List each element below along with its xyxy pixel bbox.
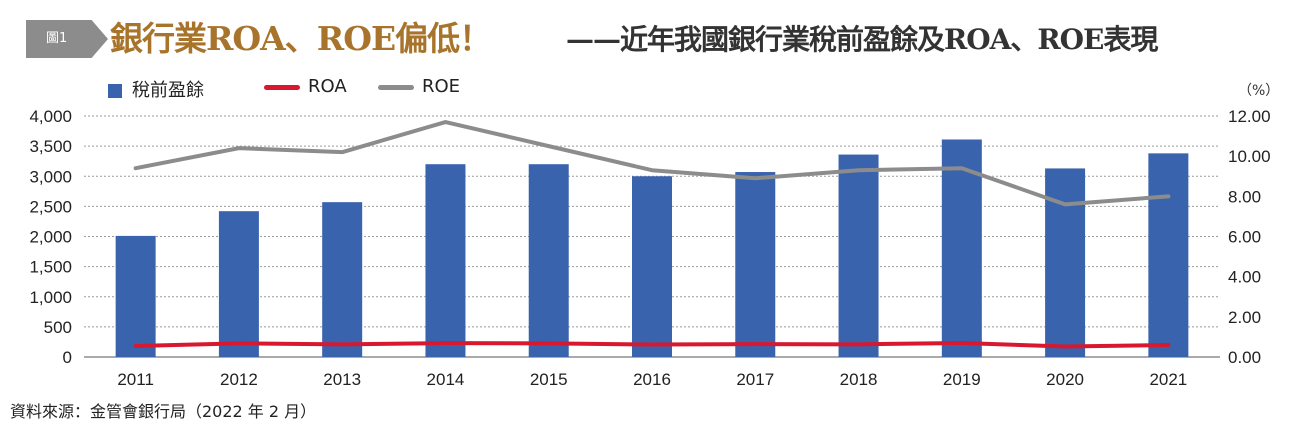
bar-profit-2019 — [941, 139, 982, 357]
bar-profit-2018 — [838, 154, 879, 357]
x-tick-label: 2012 — [220, 370, 258, 389]
legend-swatch-roe — [378, 84, 414, 90]
bar-profit-2013 — [322, 202, 363, 357]
legend-label-roa: ROA — [308, 76, 347, 97]
x-tick-label: 2019 — [943, 370, 981, 389]
x-tick-label: 2017 — [736, 370, 774, 389]
y-right-tick-label: 10.00 — [1228, 147, 1271, 166]
bar-profit-2011 — [115, 235, 156, 357]
y-right-tick-label: 6.00 — [1228, 228, 1261, 247]
bar-profit-2012 — [218, 211, 259, 357]
y-left-tick-label: 2,000 — [29, 228, 72, 247]
y-left-tick-label: 2,500 — [29, 197, 72, 216]
y-left-tick-label: 3,000 — [29, 167, 72, 186]
y-left-tick-label: 1,000 — [29, 288, 72, 307]
chart-subtitle: ——近年我國銀行業稅前盈餘及ROA、ROE表現 — [566, 23, 1158, 56]
bar-profit-2014 — [425, 164, 466, 357]
y-left-tick-label: 500 — [44, 318, 72, 337]
legend-item-roa: ROA — [264, 76, 347, 97]
x-tick-label: 2015 — [530, 370, 568, 389]
y-left-tick-label: 1,500 — [29, 258, 72, 277]
y-right-tick-label: 4.00 — [1228, 268, 1261, 287]
right-axis-unit: （%） — [1238, 83, 1280, 99]
y-left-tick-label: 4,000 — [29, 107, 72, 126]
legend-label-profit: 稅前盈餘 — [132, 80, 204, 101]
bar-profit-2016 — [632, 176, 672, 357]
x-tick-label: 2020 — [1046, 370, 1084, 389]
chart-header: 圖1 銀行業ROA、ROE偏低！ ——近年我國銀行業稅前盈餘及ROA、ROE表現 — [0, 8, 1300, 72]
line-roa — [133, 340, 1171, 349]
y-right-tick-label: 8.00 — [1228, 187, 1261, 206]
y-right-tick-label: 0.00 — [1228, 348, 1261, 367]
bar-profit-2017 — [735, 172, 776, 357]
bar-profit-2021 — [1148, 153, 1189, 357]
y-left-tick-label: 0 — [63, 348, 72, 367]
chart-title: 銀行業ROA、ROE偏低！ — [110, 19, 492, 58]
bar-profit-2015 — [528, 164, 569, 357]
legend-swatch-roa — [264, 84, 300, 90]
y-left-tick-label: 3,500 — [29, 137, 72, 156]
legend-item-profit: 稅前盈餘 — [108, 76, 204, 102]
x-tick-label: 2011 — [117, 370, 154, 389]
figure-badge: 圖1 — [26, 20, 108, 58]
x-tick-label: 2018 — [840, 370, 878, 389]
x-tick-label: 2021 — [1149, 370, 1187, 389]
x-tick-label: 2014 — [427, 370, 465, 389]
legend-item-roe: ROE — [378, 76, 460, 97]
bar-profit-2020 — [1045, 168, 1086, 357]
x-tick-label: 2016 — [633, 370, 671, 389]
y-right-tick-label: 12.00 — [1228, 107, 1271, 126]
legend-swatch-bar — [108, 84, 122, 98]
source-note: 資料來源：金管會銀行局（2022 年 2 月） — [10, 402, 317, 421]
y-right-tick-label: 2.00 — [1228, 308, 1261, 327]
x-tick-label: 2013 — [323, 370, 361, 389]
legend-label-roe: ROE — [422, 76, 461, 97]
